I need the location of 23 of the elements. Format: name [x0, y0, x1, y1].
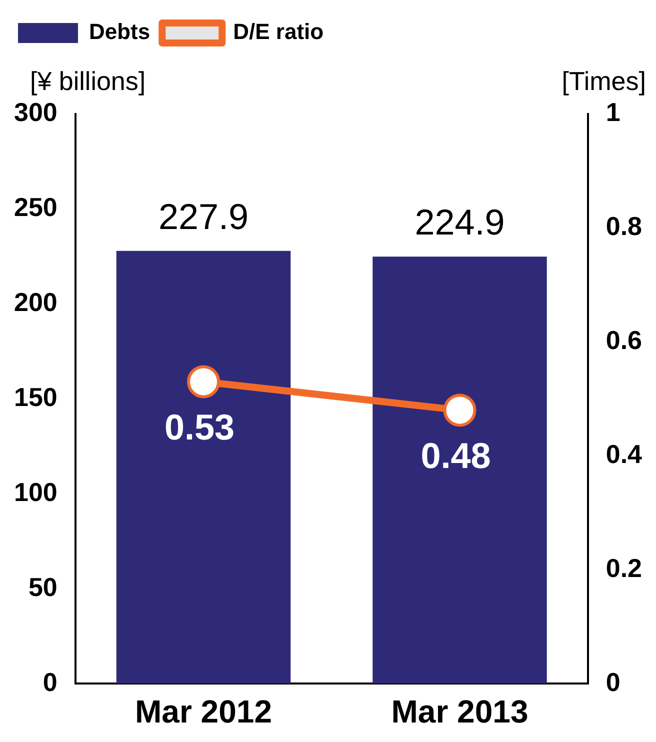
y-tick-label: 150	[14, 382, 58, 412]
y2-tick-label: 0.8	[606, 211, 642, 242]
y-axis-title: [¥ billions]	[30, 66, 146, 96]
y-tick-label: 100	[14, 476, 58, 507]
data-label: 224.9	[414, 202, 505, 243]
y2-axis-title: [Times]	[562, 66, 646, 96]
y-tick-label: 200	[14, 287, 58, 318]
y-tick-label: 50	[28, 572, 58, 602]
y-tick-label: 300	[14, 97, 58, 128]
x-tick-label: Mar 2013	[391, 694, 528, 730]
data-label: 0.53	[164, 406, 235, 448]
y-tick-label: 250	[14, 192, 58, 222]
x-tick-label: Mar 2012	[135, 694, 272, 730]
y2-tick-label: 0	[606, 666, 620, 697]
y2-tick-label: 0.6	[606, 325, 642, 356]
legend-label: D/E ratio	[233, 19, 324, 44]
data-label: 227.9	[158, 196, 249, 237]
y2-tick-label: 1	[606, 97, 620, 128]
data-label: 0.48	[420, 435, 491, 476]
y-tick-label: 0	[42, 666, 58, 697]
y2-tick-label: 0.4	[606, 438, 643, 469]
legend-label: Debts	[89, 19, 150, 44]
y2-tick-label: 0.2	[606, 552, 642, 583]
